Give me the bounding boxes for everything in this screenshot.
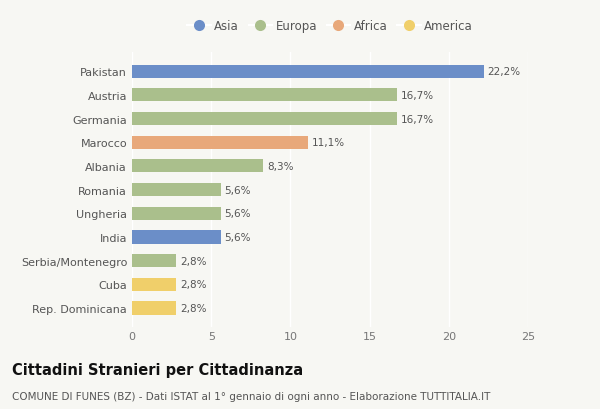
- Text: 2,8%: 2,8%: [181, 256, 207, 266]
- Bar: [132, 254, 176, 267]
- Bar: [132, 231, 221, 244]
- Text: 22,2%: 22,2%: [488, 67, 521, 77]
- Text: Cittadini Stranieri per Cittadinanza: Cittadini Stranieri per Cittadinanza: [12, 362, 303, 377]
- Text: 2,8%: 2,8%: [181, 280, 207, 290]
- Bar: [132, 137, 308, 149]
- Text: 16,7%: 16,7%: [400, 115, 434, 124]
- Bar: [132, 278, 176, 291]
- Text: 8,3%: 8,3%: [268, 162, 294, 171]
- Text: 5,6%: 5,6%: [224, 232, 251, 243]
- Bar: [132, 65, 484, 79]
- Bar: [132, 207, 221, 220]
- Text: 16,7%: 16,7%: [400, 91, 434, 101]
- Text: 11,1%: 11,1%: [312, 138, 345, 148]
- Bar: [132, 160, 263, 173]
- Bar: [132, 113, 397, 126]
- Text: 2,8%: 2,8%: [181, 303, 207, 313]
- Bar: [132, 302, 176, 315]
- Bar: [132, 184, 221, 197]
- Legend: Asia, Europa, Africa, America: Asia, Europa, Africa, America: [182, 15, 478, 38]
- Text: COMUNE DI FUNES (BZ) - Dati ISTAT al 1° gennaio di ogni anno - Elaborazione TUTT: COMUNE DI FUNES (BZ) - Dati ISTAT al 1° …: [12, 391, 490, 401]
- Text: 5,6%: 5,6%: [224, 209, 251, 219]
- Bar: [132, 89, 397, 102]
- Text: 5,6%: 5,6%: [224, 185, 251, 195]
